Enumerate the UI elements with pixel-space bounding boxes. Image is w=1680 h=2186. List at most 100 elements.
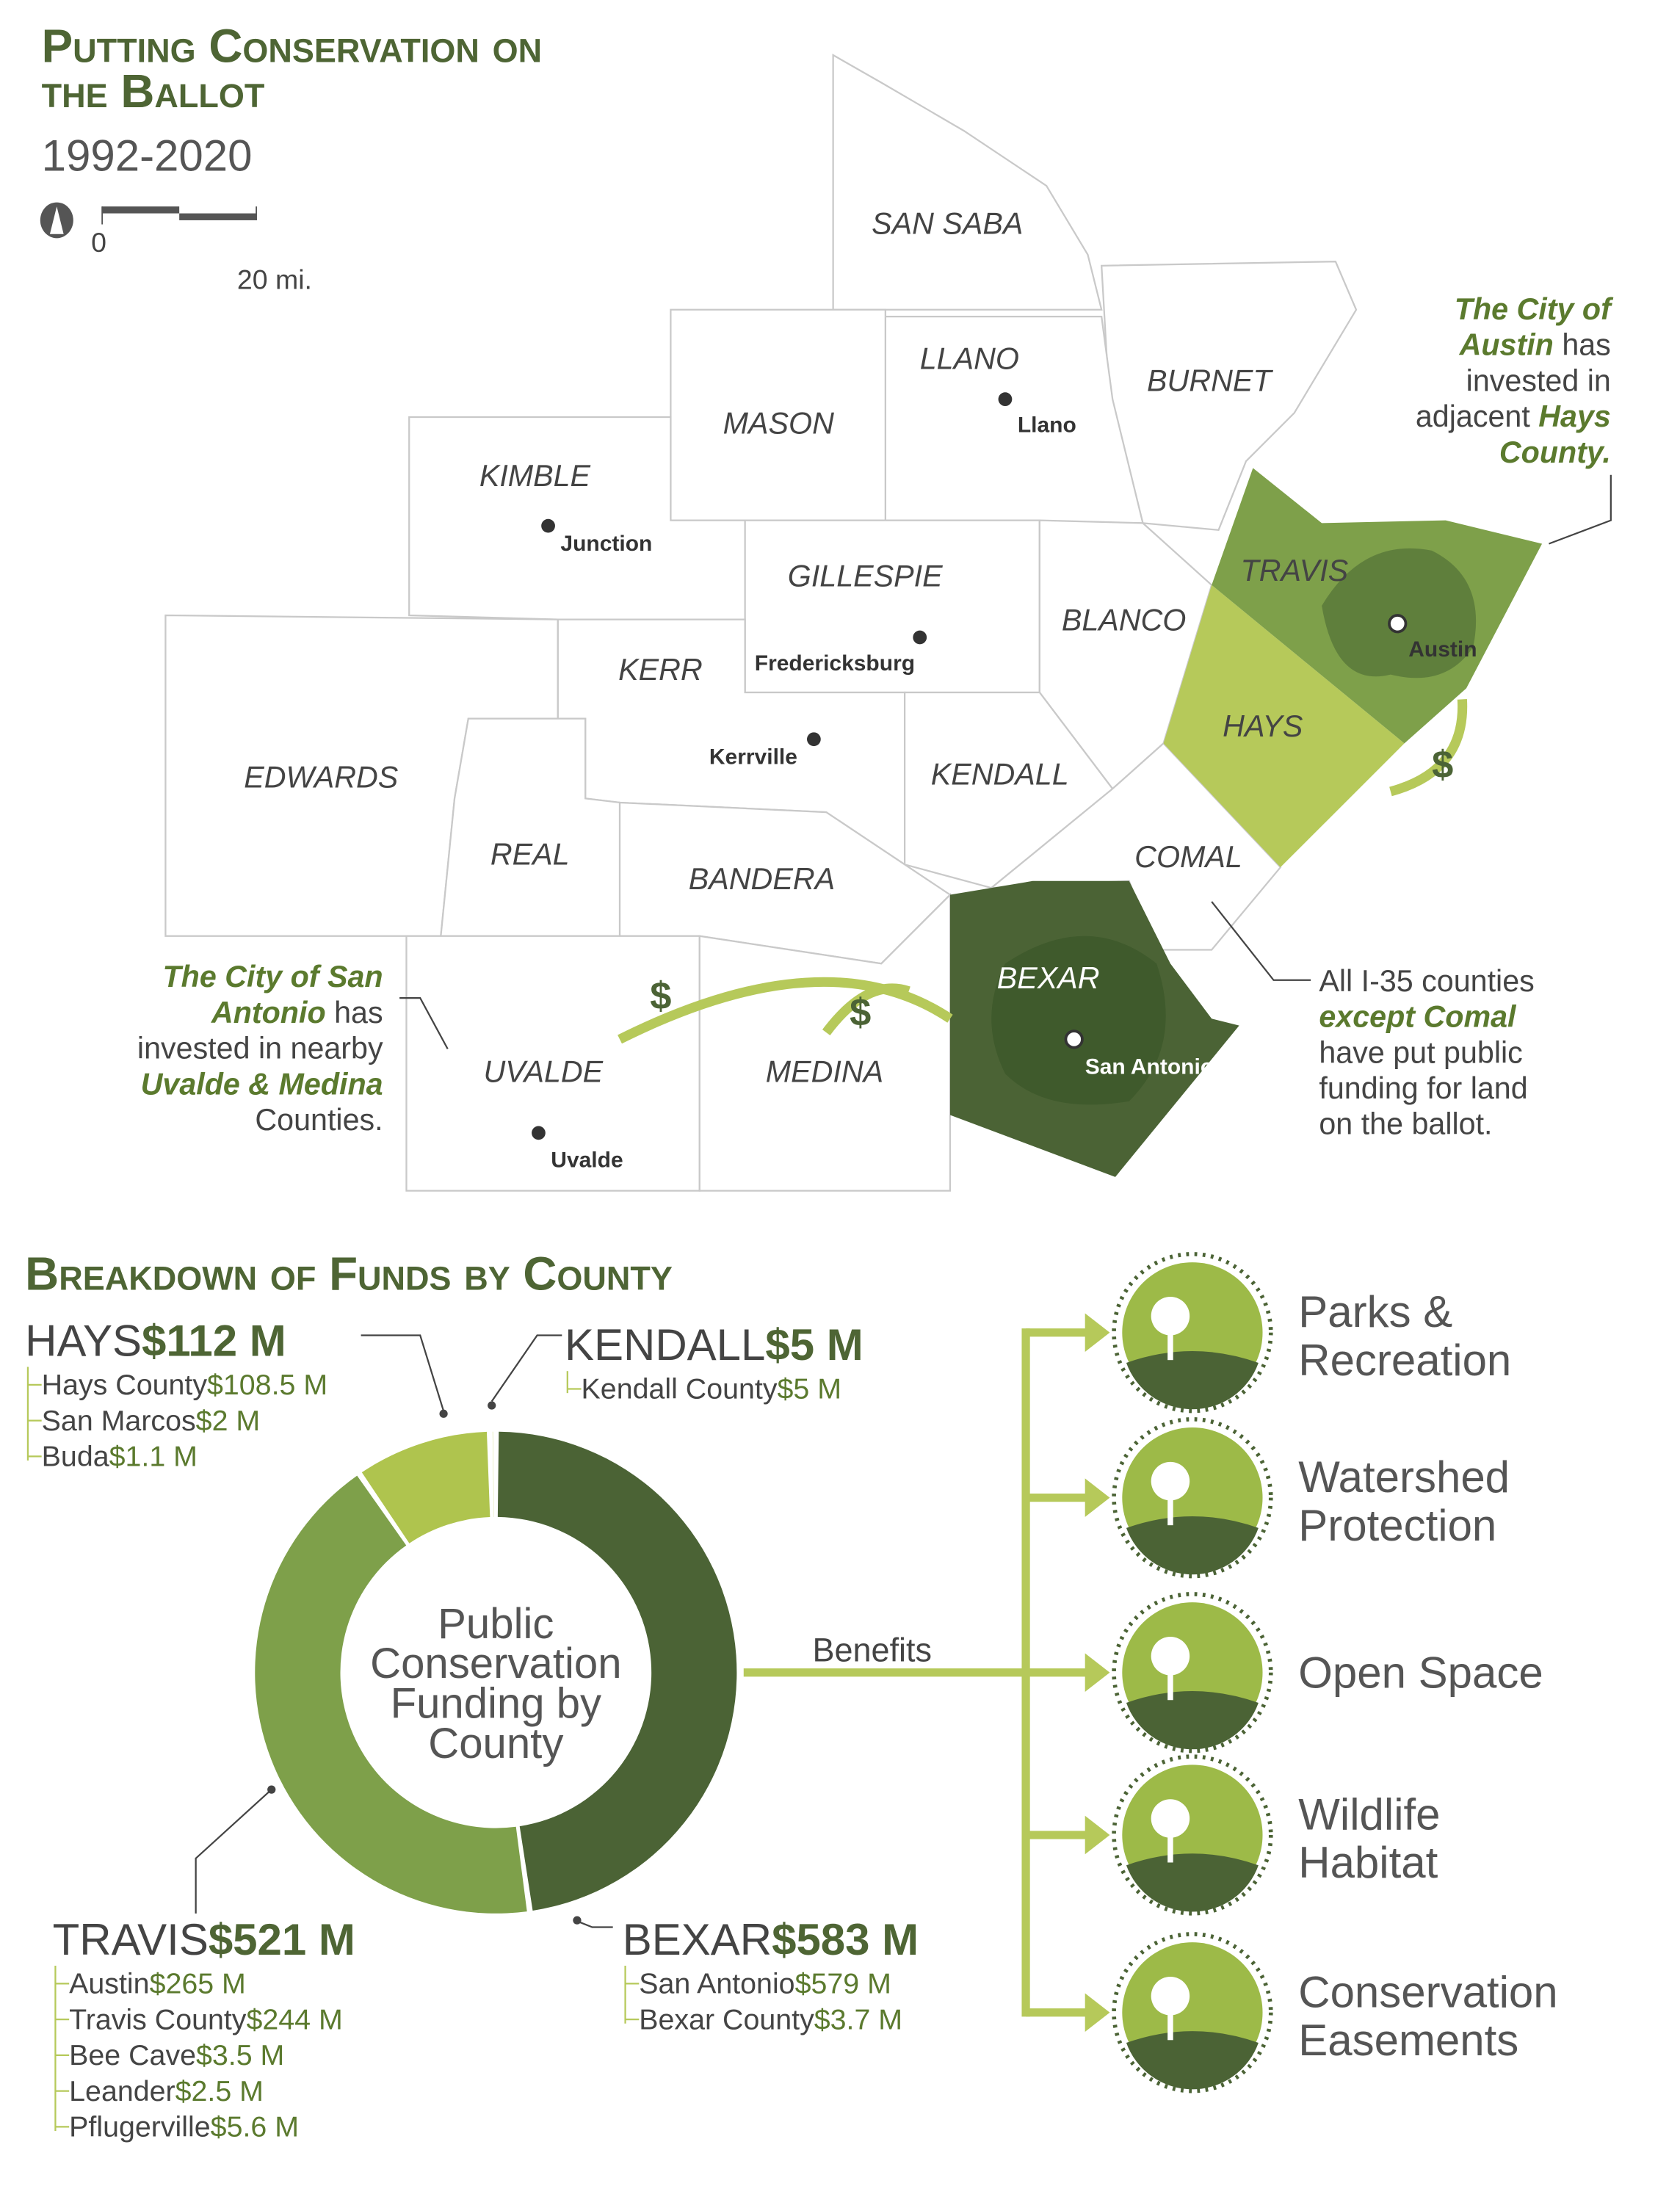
deer-icon (1112, 1754, 1273, 1916)
donut-slice-hays (361, 1431, 490, 1543)
county-hays (1163, 584, 1405, 868)
svg-text:County.: County. (1499, 435, 1611, 469)
breakdown-item: Hays County$108.5 M (42, 1369, 327, 1401)
breakdown-item: Kendall County$5 M (582, 1373, 841, 1405)
benefits-label: Benefits (813, 1632, 933, 1669)
donut-slice-bexar (497, 1431, 737, 1911)
svg-text:Conservation: Conservation (370, 1640, 621, 1687)
title-line-1: Putting Conservation on (42, 19, 542, 72)
svg-text:Uvalde & Medina: Uvalde & Medina (141, 1067, 383, 1101)
river-icon (1112, 1416, 1273, 1579)
breakdown-item: Buda$1.1 M (42, 1441, 198, 1473)
svg-text:KIMBLE: KIMBLE (479, 459, 591, 493)
north-arrow-icon (40, 202, 73, 239)
svg-text:The City of San: The City of San (162, 960, 383, 994)
years: 1992-2020 (42, 131, 253, 180)
breakdown-title: Breakdown of Funds by County (25, 1248, 673, 1300)
arrow-icon (1085, 1313, 1110, 1352)
city-markers: Llano Junction Fredericksburg Kerrville … (532, 392, 1477, 1173)
donut-slice-travis (255, 1475, 527, 1914)
svg-text:invested in nearby: invested in nearby (137, 1032, 383, 1065)
svg-text:The City of: The City of (1455, 292, 1614, 326)
svg-text:SAN SABA: SAN SABA (872, 207, 1023, 241)
svg-text:Antonio has: Antonio has (211, 996, 383, 1029)
arrow-icon (1085, 1993, 1110, 2033)
svg-text:COMAL: COMAL (1134, 840, 1242, 874)
svg-text:on the ballot.: on the ballot. (1319, 1107, 1492, 1141)
svg-text:TRAVIS: TRAVIS (1241, 554, 1349, 587)
austin-urban-area (1322, 548, 1477, 678)
svg-text:BANDERA: BANDERA (689, 862, 835, 896)
group-total: TRAVIS$521 M (53, 1915, 355, 1964)
svg-text:adjacent Hays: adjacent Hays (1416, 399, 1611, 433)
handshake-icon (1112, 1932, 1273, 2093)
svg-text:Kerrville: Kerrville (709, 745, 797, 769)
svg-text:REAL: REAL (490, 837, 570, 871)
county-san-saba (832, 54, 1103, 311)
arrow-icon (1085, 1815, 1110, 1855)
svg-text:Uvalde: Uvalde (551, 1148, 623, 1173)
title-line-2: the Ballot (42, 65, 265, 117)
benefit-label: Open Space (1298, 1648, 1543, 1697)
breakdown-item: Pflugerville$5.6 M (69, 2111, 299, 2143)
svg-text:County: County (428, 1720, 563, 1767)
scale-distance: 20 mi. (237, 264, 312, 295)
breakdown-item: Travis County$244 M (69, 2003, 343, 2035)
donut-chart (255, 1431, 737, 1914)
svg-text:Llano: Llano (1018, 413, 1076, 438)
svg-text:MEDINA: MEDINA (766, 1055, 883, 1089)
austin-note: The City of Austin has invested in adjac… (1416, 292, 1614, 469)
benefit-label: Recreation (1298, 1336, 1511, 1385)
svg-text:funding for land: funding for land (1319, 1071, 1527, 1105)
svg-text:have put public: have put public (1319, 1035, 1522, 1069)
benefit-label: Parks & (1298, 1287, 1452, 1336)
svg-text:San Antonio: San Antonio (1085, 1054, 1214, 1079)
svg-text:Public: Public (438, 1600, 554, 1648)
svg-text:except Comal: except Comal (1319, 1000, 1517, 1034)
group-total: BEXAR$583 M (623, 1915, 919, 1964)
breakdown-item: Austin$265 M (69, 1968, 246, 2000)
arrow-icon (1085, 1478, 1110, 1517)
county-labels: SAN SABA LLANO BURNET MASON KIMBLE GILLE… (244, 207, 1348, 1089)
san-antonio-urban-area (991, 935, 1166, 1105)
svg-text:HAYS: HAYS (1223, 709, 1303, 743)
breakdown-item: Bee Cave$3.5 M (69, 2039, 284, 2071)
group-total: HAYS$112 M (25, 1317, 286, 1366)
svg-text:$: $ (850, 991, 871, 1035)
svg-text:EDWARDS: EDWARDS (244, 760, 399, 794)
dollar-icon: $ $ $ (650, 743, 1453, 1034)
svg-text:Austin: Austin (1408, 637, 1477, 662)
park-bench-icon (1112, 1252, 1273, 1414)
donut-slice-kendall (492, 1431, 494, 1517)
arrow-icon (1085, 1653, 1110, 1692)
svg-text:Junction: Junction (560, 532, 652, 556)
benefit-label: Habitat (1298, 1838, 1438, 1887)
svg-text:MASON: MASON (723, 407, 834, 441)
svg-text:Counties.: Counties. (255, 1103, 383, 1137)
funding-arrows (618, 698, 1468, 1044)
i35-note: All I-35 counties except Comal have put … (1319, 964, 1534, 1141)
benefit-label: Watershed (1298, 1452, 1510, 1502)
svg-text:LLANO: LLANO (920, 341, 1019, 375)
benefit-label: Wildlife (1298, 1789, 1440, 1839)
benefit-label: Protection (1298, 1501, 1496, 1550)
hikers-icon (1112, 1592, 1273, 1753)
svg-text:invested in: invested in (1466, 363, 1611, 397)
svg-text:BEXAR: BEXAR (997, 961, 1100, 995)
svg-text:BLANCO: BLANCO (1062, 604, 1187, 637)
county-map (164, 54, 1543, 1192)
svg-text:KENDALL: KENDALL (931, 758, 1069, 792)
svg-text:KERR: KERR (618, 653, 703, 687)
svg-text:All I-35 counties: All I-35 counties (1319, 964, 1534, 998)
breakdown-item: Bexar County$3.7 M (639, 2003, 902, 2035)
breakdown-item: Leander$2.5 M (69, 2075, 264, 2107)
svg-text:BURNET: BURNET (1147, 363, 1273, 397)
svg-text:Austin has: Austin has (1459, 328, 1611, 362)
scale-zero: 0 (91, 227, 106, 258)
